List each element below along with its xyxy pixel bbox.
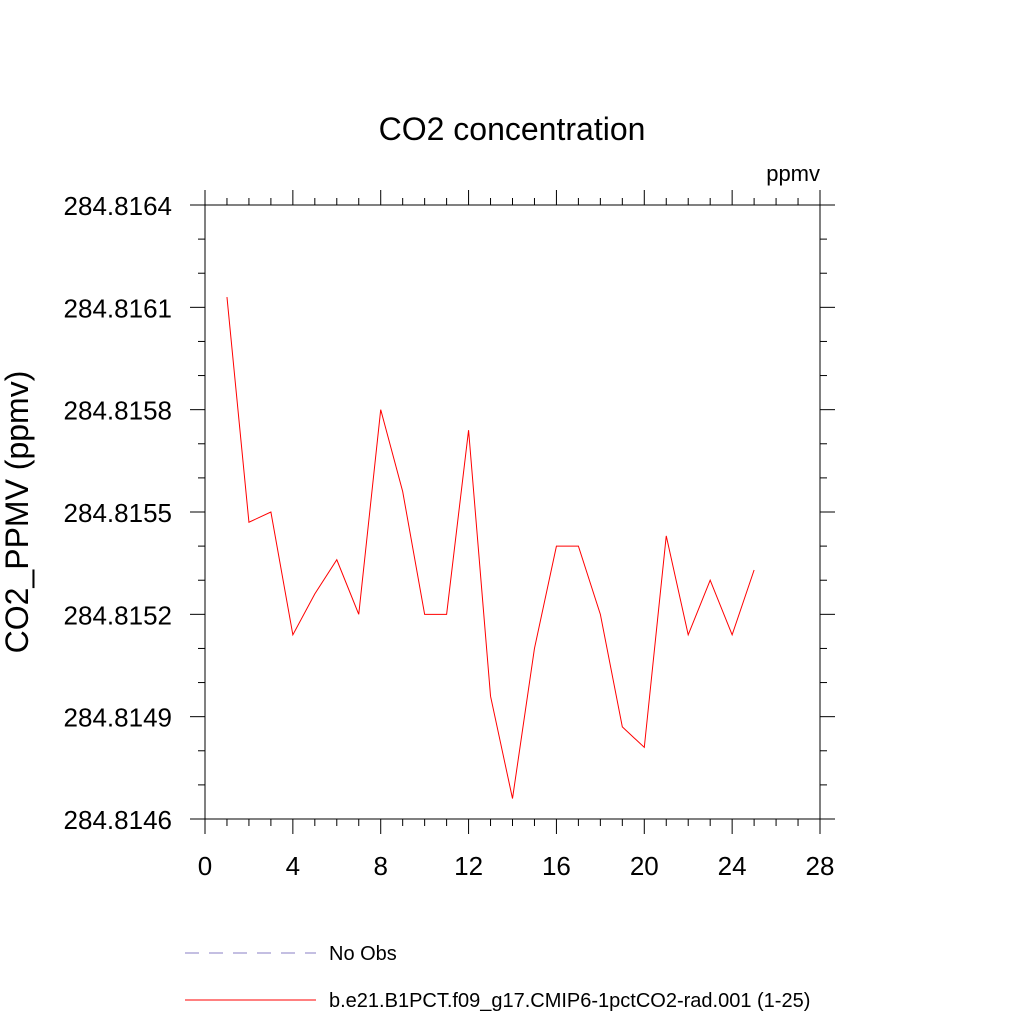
x-tick-label: 0 — [198, 851, 212, 881]
x-tick-label: 8 — [373, 851, 387, 881]
y-axis-label: CO2_PPMV (ppmv) — [0, 371, 35, 654]
y-tick-label: 284.8152 — [64, 600, 172, 630]
x-tick-labels: 0 4 8 12 16 20 24 28 — [198, 851, 835, 881]
series-lines — [226, 297, 755, 799]
x-tick-label: 16 — [542, 851, 571, 881]
x-tick-label: 12 — [454, 851, 483, 881]
y-tick-label: 284.8158 — [64, 396, 172, 426]
legend-label: b.e21.B1PCT.f09_g17.CMIP6-1pctCO2-rad.00… — [329, 990, 810, 1012]
legend: No Obs b.e21.B1PCT.f09_g17.CMIP6-1pctCO2-… — [185, 943, 810, 1012]
legend-label: No Obs — [329, 943, 397, 965]
plot-frame — [204, 204, 821, 820]
x-tick-label: 28 — [806, 851, 835, 881]
y-tick-label: 284.8146 — [64, 805, 172, 835]
series-line — [226, 297, 755, 799]
x-tick-label: 4 — [286, 851, 300, 881]
y-tick-label: 284.8164 — [64, 191, 172, 221]
y-tick-label: 284.8149 — [64, 703, 172, 733]
y-tick-label: 284.8155 — [64, 498, 172, 528]
units-label: ppmv — [766, 161, 820, 186]
chart-title: CO2 concentration — [379, 111, 646, 147]
x-tick-label: 20 — [630, 851, 659, 881]
x-tick-label: 24 — [718, 851, 747, 881]
y-tick-label: 284.8161 — [64, 293, 172, 323]
axis-ticks — [190, 190, 835, 834]
y-tick-labels: 284.8146 284.8149 284.8152 284.8155 284.8158… — [64, 191, 172, 835]
